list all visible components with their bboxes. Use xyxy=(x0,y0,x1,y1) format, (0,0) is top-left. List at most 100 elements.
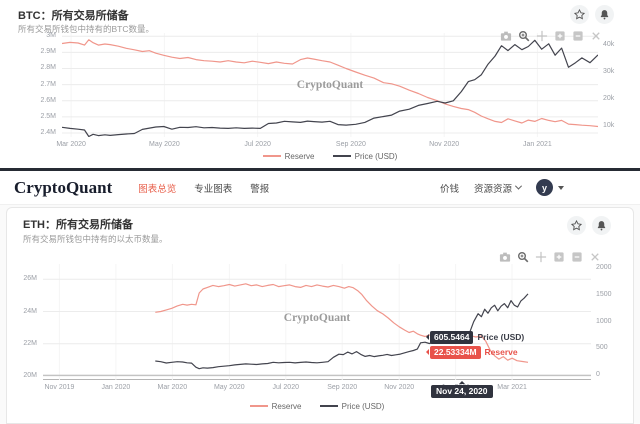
zoom-in-magnifier-icon[interactable] xyxy=(516,250,529,263)
reserve-line-swatch xyxy=(262,155,281,157)
zoom-in-box-icon[interactable] xyxy=(552,250,565,263)
nav-menu: 图表总览 专业图表 警报 xyxy=(138,181,269,195)
zoom-in-magnifier-icon[interactable] xyxy=(517,29,530,42)
pan-crosshair-icon[interactable] xyxy=(534,250,547,263)
y-axis-right-label: 0 xyxy=(596,371,600,379)
y-axis-left-label: 2.4M xyxy=(40,128,56,136)
tooltip-price-value: 605.5464 xyxy=(425,331,474,344)
zoom-out-box-icon[interactable] xyxy=(571,29,584,42)
user-menu[interactable]: y xyxy=(536,179,564,196)
eth-series-price xyxy=(155,293,529,370)
x-axis-label: Jan 2020 xyxy=(101,384,131,391)
y-axis-right-label: 1000 xyxy=(596,317,612,325)
x-axis-label: Sep 2020 xyxy=(335,141,366,148)
btc-alert-bell-button[interactable] xyxy=(595,5,614,24)
x-axis-label: Nov 2019 xyxy=(44,384,75,391)
btc-legend-price[interactable]: Price (USD) xyxy=(332,152,397,161)
star-icon xyxy=(571,220,582,231)
eth-legend: Reserve Price (USD) xyxy=(43,400,591,411)
tooltip-reserve-label: Reserve xyxy=(484,347,518,358)
btc-chart-toolbar xyxy=(499,29,602,42)
reset-axes-icon[interactable] xyxy=(589,29,602,42)
eth-legend-reserve[interactable]: Reserve xyxy=(249,402,301,411)
x-axis-label: Nov 2020 xyxy=(384,384,415,391)
eth-chart-subtitle: 所有交易所钱包中持有的以太币数量。 xyxy=(23,234,168,244)
bell-icon xyxy=(600,10,609,20)
y-axis-left-label: 2.9M xyxy=(40,48,56,56)
y-axis-right-label: 30k xyxy=(603,68,615,76)
y-axis-right-label: 10k xyxy=(603,122,615,130)
btc-plot-area[interactable]: CryptoQuant xyxy=(61,33,599,138)
y-axis-left-label: 2.7M xyxy=(40,80,56,88)
y-axis-right-label: 40k xyxy=(603,41,615,49)
pan-crosshair-icon[interactable] xyxy=(535,29,548,42)
btc-chart-title: BTC：所有交易所储备 xyxy=(18,10,129,22)
x-axis-label: Mar 2020 xyxy=(157,384,188,391)
btc-plot-canvas[interactable] xyxy=(61,33,599,138)
nav-link-resources[interactable]: 资源资源 xyxy=(474,181,523,195)
eth-header-actions xyxy=(567,216,611,235)
star-icon xyxy=(574,9,585,20)
y-axis-left-label: 26M xyxy=(23,275,37,283)
eth-plot-area[interactable]: CryptoQuant xyxy=(43,264,591,380)
bell-icon xyxy=(597,221,606,231)
tooltip-price-label: Price (USD) xyxy=(477,332,525,343)
eth-chart-title: ETH：所有交易所储备 xyxy=(23,219,133,231)
y-axis-right-label: 2000 xyxy=(596,264,612,272)
x-axis-label: Jan 2021 xyxy=(523,141,552,148)
y-axis-left-label: 22M xyxy=(23,339,37,347)
x-axis-label: Jul 2020 xyxy=(244,141,271,148)
btc-legend-reserve[interactable]: Reserve xyxy=(262,152,314,161)
price-line-swatch xyxy=(332,155,351,157)
x-axis-label: Sep 2020 xyxy=(327,384,358,391)
x-axis-label: Mar 2020 xyxy=(56,141,86,148)
nav-item-pro-charts[interactable]: 专业图表 xyxy=(194,183,233,195)
y-axis-right-label: 1500 xyxy=(596,291,612,298)
reset-axes-icon[interactable] xyxy=(588,250,601,263)
eth-chart-card: ETH：所有交易所储备 所有交易所钱包中持有的以太币数量。 CryptoQuan… xyxy=(6,207,634,424)
chevron-down-icon xyxy=(514,182,523,190)
x-axis-label: May 2020 xyxy=(213,384,245,391)
nav-item-chart-overview[interactable]: 图表总览 xyxy=(138,183,177,195)
tooltip-date: Nov 24, 2020 xyxy=(431,381,493,398)
eth-legend-price[interactable]: Price (USD) xyxy=(319,402,384,411)
y-axis-left-label: 2.5M xyxy=(40,112,56,120)
tooltip-reserve: 22.53334M Reserve xyxy=(426,346,518,359)
camera-icon[interactable] xyxy=(499,29,512,42)
y-axis-right-label: 500 xyxy=(596,344,608,352)
y-axis-left-label: 24M xyxy=(23,307,37,315)
y-axis-right-label: 20k xyxy=(603,95,615,103)
eth-chart: CryptoQuant 605.5464 Price (USD) 22.5333… xyxy=(7,251,633,423)
price-line-swatch xyxy=(319,405,338,407)
zoom-out-box-icon[interactable] xyxy=(570,250,583,263)
eth-alert-bell-button[interactable] xyxy=(592,216,611,235)
y-axis-left-label: 3M xyxy=(46,32,56,40)
nav-item-alerts[interactable]: 警报 xyxy=(250,183,270,195)
nav-right: 价钱 资源资源 y xyxy=(440,179,564,196)
y-axis-left-label: 2.8M xyxy=(40,64,56,72)
section-divider xyxy=(0,168,640,171)
x-axis-label: Nov 2020 xyxy=(429,141,460,148)
eth-favorite-star-button[interactable] xyxy=(567,216,586,235)
btc-series-reserve xyxy=(61,39,599,128)
tooltip-reserve-value: 22.53334M xyxy=(426,346,481,359)
zoom-in-box-icon[interactable] xyxy=(553,29,566,42)
tooltip-price: 605.5464 Price (USD) xyxy=(425,331,525,344)
btc-chart-subtitle: 所有交易所钱包中持有的BTC数量。 xyxy=(18,24,155,34)
nav-link-price[interactable]: 价钱 xyxy=(439,183,459,195)
reserve-line-swatch xyxy=(249,405,268,407)
eth-chart-toolbar xyxy=(498,250,601,263)
btc-legend: Reserve Price (USD) xyxy=(62,150,598,161)
btc-chart: CryptoQuant Reserve Price (USD) Mar 2020… xyxy=(0,30,640,168)
caret-down-icon xyxy=(558,185,564,190)
btc-header-actions xyxy=(570,5,614,24)
btc-series-price xyxy=(61,39,599,138)
cryptoquant-logo[interactable]: CryptoQuant xyxy=(14,177,113,197)
eth-plot-canvas[interactable] xyxy=(43,264,591,380)
y-axis-left-label: 20M xyxy=(23,371,37,379)
btc-favorite-star-button[interactable] xyxy=(570,5,589,24)
main-navbar: CryptoQuant 图表总览 专业图表 警报 价钱 资源资源 y xyxy=(0,171,640,205)
x-axis-label: Jul 2020 xyxy=(272,384,299,391)
camera-icon[interactable] xyxy=(498,250,511,263)
btc-chart-card: BTC：所有交易所储备 所有交易所钱包中持有的BTC数量。 CryptoQuan… xyxy=(0,0,640,168)
